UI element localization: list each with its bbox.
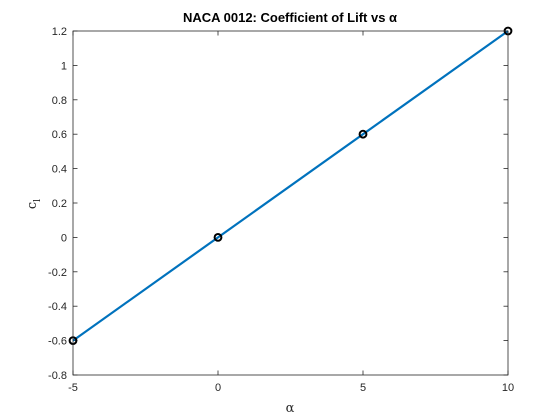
x-tick-label: 0 <box>215 382 221 394</box>
x-tick-label: 5 <box>360 382 366 394</box>
chart-title: NACA 0012: Coefficient of Lift vs α <box>183 10 397 25</box>
y-tick-label: 0.6 <box>52 129 67 141</box>
plot-area <box>73 31 508 375</box>
y-tick-label: 0.8 <box>52 95 67 107</box>
y-axis-label-main: c <box>25 202 40 209</box>
y-tick-label: -0.6 <box>48 336 67 348</box>
y-tick-label: -0.4 <box>48 301 67 313</box>
series-line <box>72 30 509 342</box>
y-tick-label: 1 <box>61 60 67 72</box>
y-axis-label-sub: l <box>33 199 43 202</box>
y-tick-label: -0.8 <box>48 370 67 382</box>
y-axis-label: cl <box>25 199 43 209</box>
x-axis-label: α <box>286 401 295 416</box>
y-tick-label: -0.2 <box>48 267 67 279</box>
axes-box <box>72 30 509 376</box>
x-tick-labels: -5 0 5 10 <box>68 382 514 394</box>
x-tick-label: 10 <box>502 382 514 394</box>
data-point-marker <box>213 233 223 242</box>
y-tick-label: 0 <box>61 232 67 244</box>
y-tick-labels: -0.8 -0.6 -0.4 -0.2 0 0.2 0.4 0.6 0.8 1 1.2 <box>48 26 67 382</box>
y-tick-label: 0.2 <box>52 198 67 210</box>
y-tick-label: 0.4 <box>52 164 67 176</box>
y-tick-label: 1.2 <box>52 26 67 38</box>
x-tick-label: -5 <box>68 382 78 394</box>
data-point-marker <box>358 129 368 139</box>
